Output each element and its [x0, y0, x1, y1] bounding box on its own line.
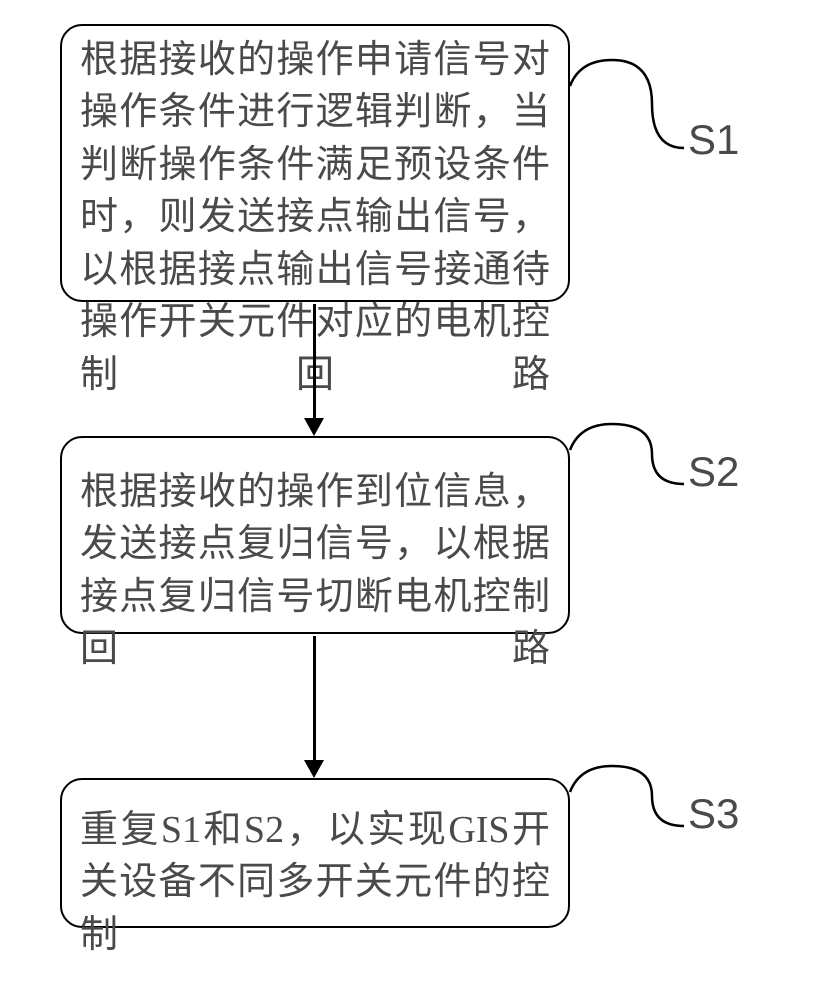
node-s3-text: 重复S1和S2，以实现GIS开关设备不同多开关元件的控制: [80, 804, 550, 902]
flowchart-node-s2: 根据接收的操作到位信息，发送接点复归信号，以根据接点复归信号切断电机控制回路: [60, 436, 570, 634]
label-s2: S2: [688, 448, 739, 496]
arrow-s2-s3-head: [304, 760, 324, 778]
arrow-s1-s2-line: [313, 304, 316, 422]
node-s1-text: 根据接收的操作申请信号对操作条件进行逻辑判断，当判断操作条件满足预设条件时，则发…: [80, 34, 550, 292]
label-s3: S3: [688, 790, 739, 838]
arrow-s1-s2-head: [304, 418, 324, 436]
label-s1: S1: [688, 116, 739, 164]
arrow-s2-s3-line: [313, 636, 316, 764]
flowchart-node-s1: 根据接收的操作申请信号对操作条件进行逻辑判断，当判断操作条件满足预设条件时，则发…: [60, 24, 570, 302]
node-s2-text: 根据接收的操作到位信息，发送接点复归信号，以根据接点复归信号切断电机控制回路: [80, 466, 550, 604]
flowchart-node-s3: 重复S1和S2，以实现GIS开关设备不同多开关元件的控制: [60, 778, 570, 928]
